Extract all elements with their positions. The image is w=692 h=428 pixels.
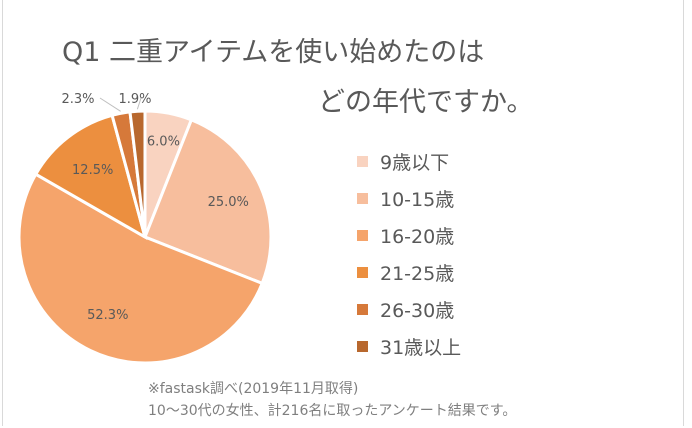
- leader-line: [99, 97, 121, 112]
- data-label: 1.9%: [118, 92, 151, 107]
- legend-label: 21-25歳: [380, 263, 455, 285]
- data-label: 52.3%: [87, 308, 128, 323]
- legend-swatch: [357, 304, 368, 315]
- legend-label: 9歳以下: [380, 152, 450, 174]
- legend-label: 10-15歳: [380, 189, 455, 211]
- pie-slice: [128, 109, 147, 238]
- legend-label: 16-20歳: [380, 226, 455, 248]
- data-label: 12.5%: [72, 163, 113, 178]
- legend-swatch: [357, 193, 368, 204]
- data-label: 6.0%: [147, 134, 180, 149]
- pie-slice: [17, 172, 265, 365]
- legend-item: 10-15歳: [357, 180, 461, 217]
- leader-line: [136, 97, 142, 110]
- legend-label: 26-30歳: [380, 300, 455, 322]
- pie-slice: [33, 113, 148, 241]
- legend-item: 31歳以上: [357, 328, 461, 365]
- source-note: ※fastask調べ(2019年11月取得): [148, 381, 359, 397]
- legend-swatch: [357, 230, 368, 241]
- chart-title-line2: どの年代ですか。: [318, 87, 534, 118]
- legend: 9歳以下 10-15歳 16-20歳 21-25歳 26-30歳 31歳以上: [357, 143, 461, 365]
- legend-swatch: [357, 267, 368, 278]
- legend-swatch: [357, 341, 368, 352]
- data-label: 25.0%: [208, 195, 249, 210]
- legend-item: 16-20歳: [357, 217, 461, 254]
- data-label: 2.3%: [61, 92, 94, 107]
- legend-item: 26-30歳: [357, 291, 461, 328]
- survey-note: 10～30代の女性、計216名に取ったアンケート結果です。: [148, 403, 517, 419]
- legend-item: 9歳以下: [357, 143, 461, 180]
- pie-slice: [143, 117, 273, 286]
- legend-swatch: [357, 156, 368, 167]
- chart-title: Q1 二重アイテムを使い始めたのは: [62, 37, 485, 68]
- legend-item: 21-25歳: [357, 254, 461, 291]
- legend-label: 31歳以上: [380, 337, 462, 359]
